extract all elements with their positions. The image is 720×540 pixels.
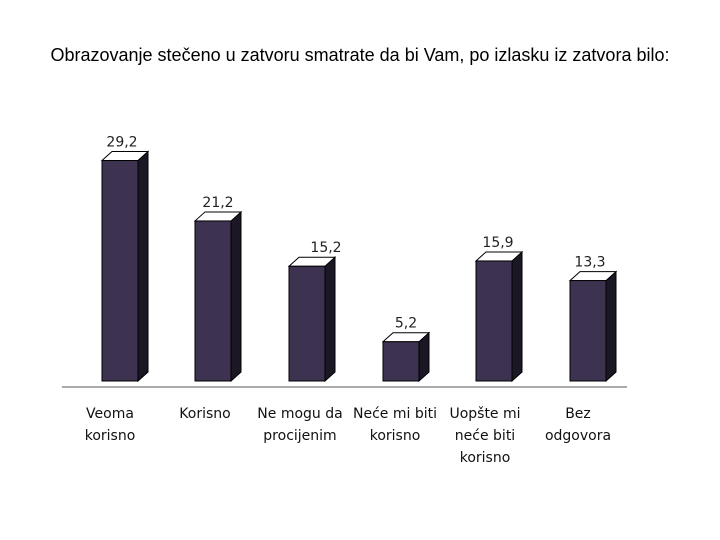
bar: [288, 265, 326, 382]
bar: [475, 260, 513, 382]
category-label: Veoma korisno: [85, 406, 136, 444]
category-label: Uopšte mi neće biti korisno: [449, 406, 520, 466]
bar-side: [230, 210, 242, 383]
data-label: 15,9: [482, 235, 513, 251]
bar: [101, 160, 139, 382]
bar: [194, 220, 232, 382]
data-label: 21,2: [202, 195, 233, 211]
data-label: 29,2: [106, 135, 137, 151]
chart-title: Obrazovanje stečeno u zatvoru smatrate d…: [50, 45, 670, 65]
data-label: 13,3: [574, 255, 605, 271]
data-label: 5,2: [395, 316, 417, 332]
data-label: 15,2: [310, 240, 341, 256]
category-label: Ne mogu da procijenim: [257, 406, 342, 444]
bar-side: [511, 250, 523, 383]
bar-side: [605, 270, 617, 383]
bar-side: [137, 150, 149, 383]
bar: [569, 280, 607, 382]
category-label: Korisno: [179, 406, 230, 422]
bar-side: [324, 256, 336, 383]
category-label: Neće mi biti korisno: [353, 406, 437, 444]
category-label: Bez odgovora: [545, 406, 611, 444]
bar: [382, 341, 420, 382]
